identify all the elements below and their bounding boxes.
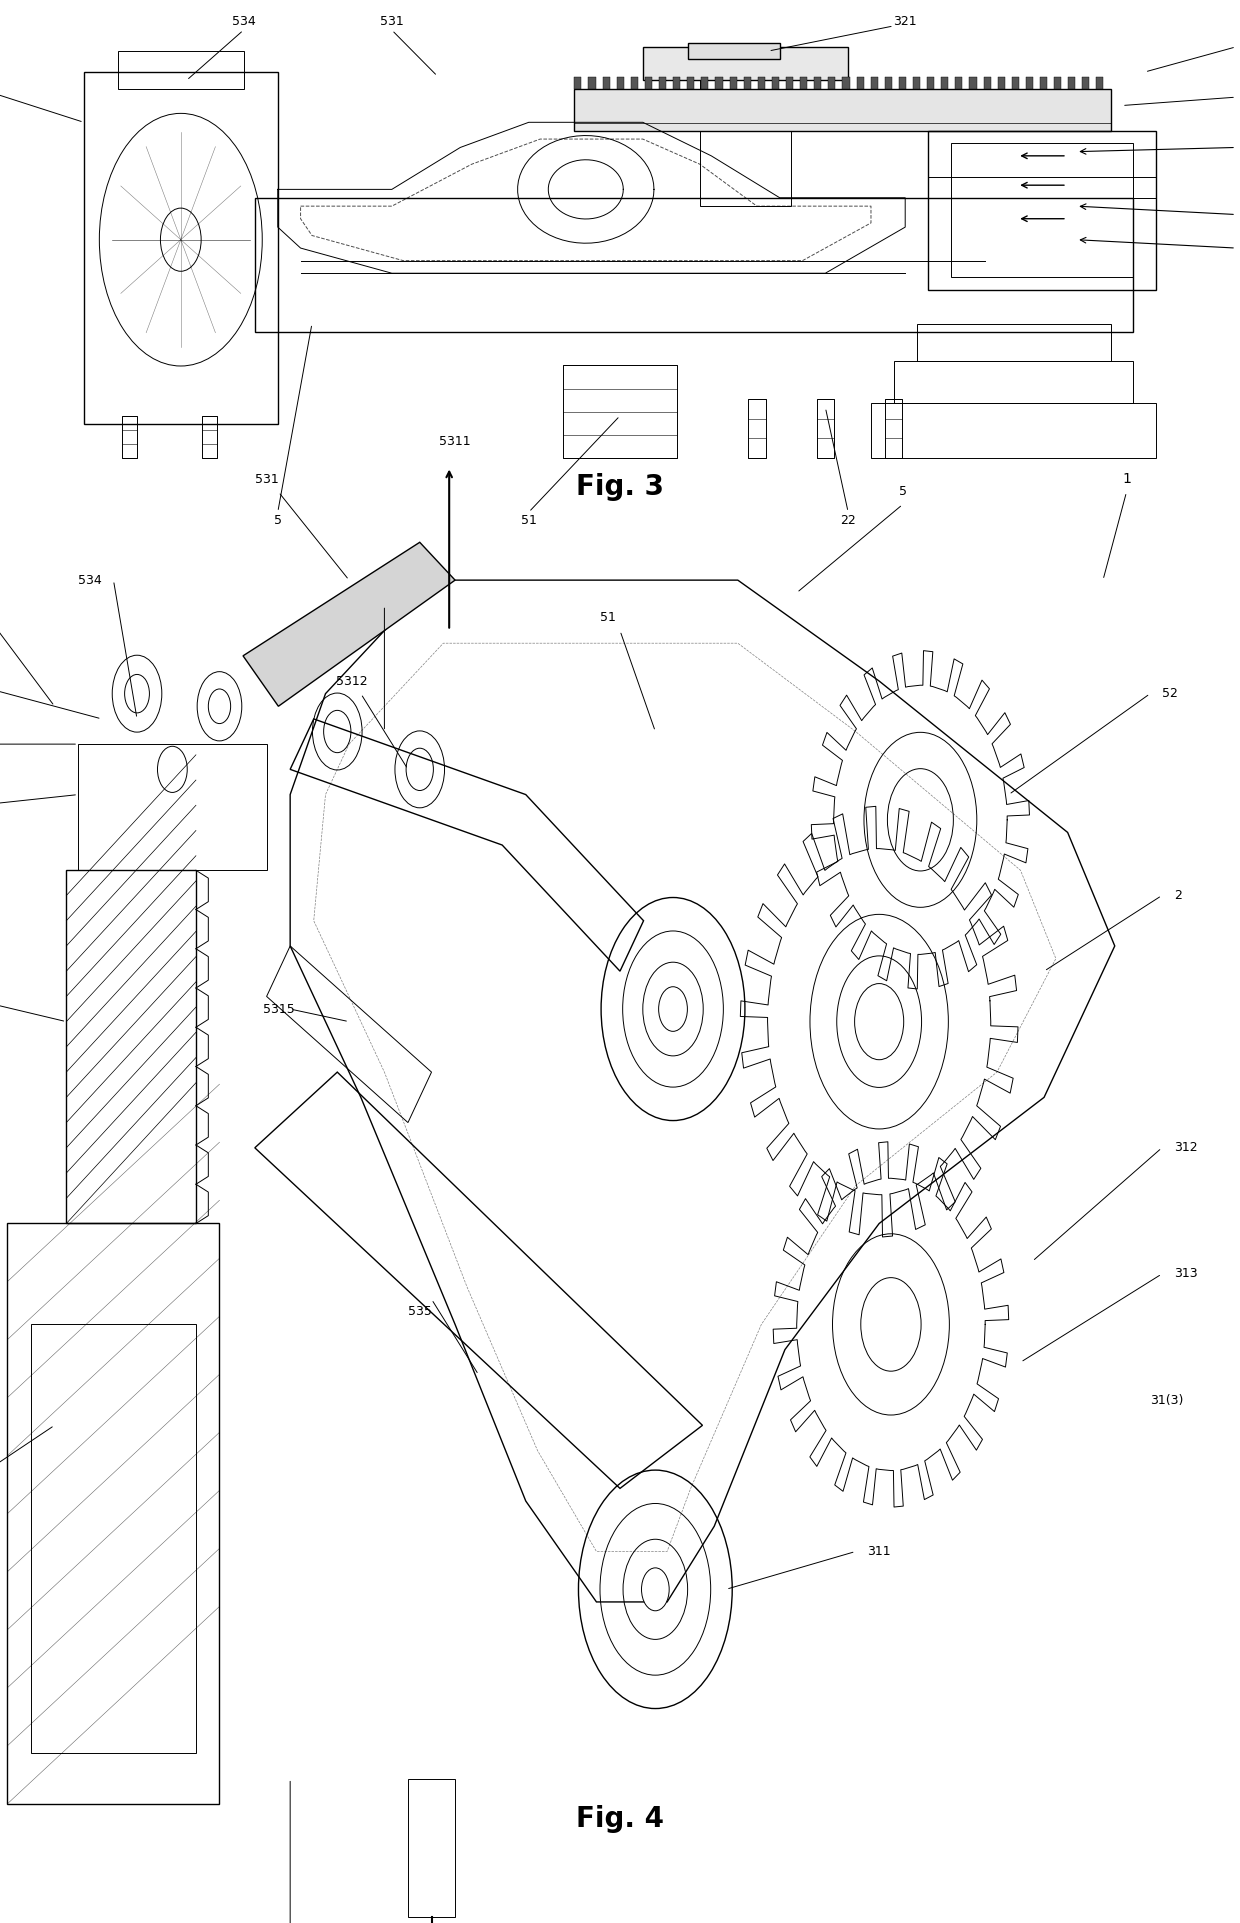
Bar — [748, 398, 765, 458]
Bar — [899, 77, 906, 88]
Text: 534: 534 — [232, 15, 255, 29]
Bar — [31, 1325, 196, 1754]
Bar — [1096, 77, 1104, 88]
Bar — [885, 398, 903, 458]
Bar — [786, 77, 794, 88]
Bar — [202, 415, 217, 458]
Bar — [631, 77, 637, 88]
Text: Fig. 3: Fig. 3 — [577, 473, 663, 500]
Circle shape — [641, 1567, 670, 1611]
Text: 5315: 5315 — [263, 1002, 294, 1015]
Bar — [702, 77, 708, 88]
Bar — [870, 404, 1156, 458]
Bar — [658, 77, 666, 88]
Bar — [1012, 77, 1019, 88]
Bar — [1054, 77, 1061, 88]
Bar — [828, 77, 836, 88]
Text: 54: 54 — [371, 587, 387, 600]
Bar — [1083, 77, 1090, 88]
Bar — [715, 77, 723, 88]
Bar — [758, 77, 765, 88]
Bar — [616, 77, 624, 88]
Bar — [673, 77, 681, 88]
Bar — [744, 77, 750, 88]
Text: 31(3): 31(3) — [1149, 1394, 1183, 1406]
Bar — [817, 398, 835, 458]
Bar — [255, 198, 1133, 333]
Text: Fig. 4: Fig. 4 — [577, 1806, 663, 1833]
Text: 531: 531 — [379, 15, 404, 29]
Text: 312: 312 — [1174, 1140, 1198, 1154]
Bar — [773, 77, 779, 88]
Text: 51: 51 — [600, 612, 616, 625]
Bar — [998, 77, 1004, 88]
Circle shape — [854, 983, 904, 1060]
Text: 313: 313 — [1174, 1267, 1198, 1281]
Text: 5312: 5312 — [336, 675, 367, 688]
Bar — [645, 77, 652, 88]
Bar — [1040, 77, 1047, 88]
Bar — [913, 77, 920, 88]
Bar — [951, 142, 1133, 277]
Bar — [983, 77, 991, 88]
Bar — [941, 77, 949, 88]
Bar — [84, 71, 278, 425]
Bar — [870, 77, 878, 88]
Bar — [603, 77, 610, 88]
Bar — [687, 77, 694, 88]
Bar — [78, 744, 267, 871]
Text: 5: 5 — [274, 513, 281, 527]
Text: 51: 51 — [521, 513, 537, 527]
Bar — [699, 52, 791, 206]
Polygon shape — [243, 542, 455, 706]
Bar — [688, 42, 780, 60]
Text: 52: 52 — [1162, 687, 1178, 700]
Bar — [857, 77, 863, 88]
Bar — [928, 77, 934, 88]
Text: 535: 535 — [408, 1306, 432, 1319]
Bar — [574, 77, 582, 88]
Bar — [729, 77, 737, 88]
Text: 534: 534 — [78, 573, 102, 587]
Text: 1: 1 — [1122, 473, 1131, 487]
Bar — [928, 131, 1156, 290]
Text: 2: 2 — [1174, 888, 1182, 902]
Bar — [589, 77, 595, 88]
Text: 321: 321 — [893, 15, 918, 29]
Bar — [970, 77, 977, 88]
Text: 5311: 5311 — [439, 435, 471, 448]
Bar — [118, 52, 243, 88]
Bar — [563, 365, 677, 458]
Bar — [574, 88, 1111, 131]
Bar — [842, 77, 849, 88]
Bar — [800, 77, 807, 88]
Bar — [815, 77, 821, 88]
Bar — [916, 323, 1111, 362]
Bar — [122, 415, 136, 458]
Bar — [885, 77, 892, 88]
Bar — [408, 1779, 455, 1917]
Text: 22: 22 — [841, 513, 856, 527]
Bar — [955, 77, 962, 88]
Text: 311: 311 — [867, 1544, 892, 1558]
Text: 5: 5 — [899, 485, 906, 498]
Bar — [1025, 77, 1033, 88]
Bar — [894, 362, 1133, 404]
Bar — [67, 871, 196, 1223]
Bar — [642, 46, 848, 81]
Bar — [928, 177, 1156, 198]
Text: 531: 531 — [254, 473, 279, 487]
Bar — [1068, 77, 1075, 88]
